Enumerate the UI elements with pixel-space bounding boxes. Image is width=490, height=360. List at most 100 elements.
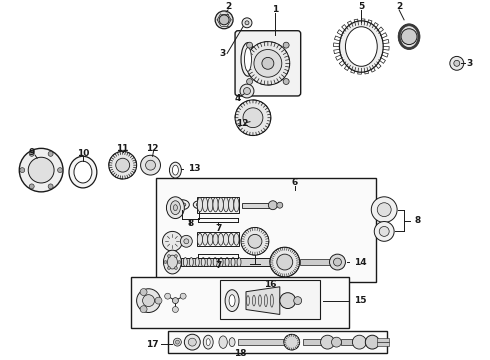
Circle shape [243, 108, 263, 127]
Circle shape [57, 168, 63, 172]
Circle shape [20, 168, 25, 172]
Ellipse shape [231, 258, 235, 266]
Ellipse shape [69, 156, 97, 188]
Circle shape [116, 158, 130, 172]
Ellipse shape [245, 48, 251, 71]
Circle shape [174, 255, 177, 257]
Ellipse shape [345, 27, 377, 66]
Text: 18: 18 [234, 348, 246, 357]
Text: 10: 10 [77, 149, 89, 158]
Text: 6: 6 [292, 179, 298, 188]
Circle shape [366, 335, 379, 349]
Circle shape [164, 261, 167, 264]
Text: 17: 17 [146, 339, 158, 348]
Circle shape [240, 84, 254, 98]
Circle shape [352, 335, 367, 349]
Ellipse shape [197, 233, 202, 245]
Ellipse shape [172, 165, 178, 175]
Circle shape [283, 42, 289, 48]
Bar [342, 339, 356, 345]
Text: 7: 7 [215, 224, 221, 233]
Ellipse shape [218, 198, 223, 212]
Ellipse shape [223, 198, 229, 212]
Circle shape [184, 334, 200, 350]
Text: 11: 11 [117, 144, 129, 153]
Circle shape [277, 202, 283, 208]
Circle shape [143, 295, 154, 307]
Circle shape [180, 235, 192, 247]
Ellipse shape [203, 335, 213, 349]
Polygon shape [246, 287, 280, 314]
Bar [169, 331, 387, 353]
Ellipse shape [225, 258, 229, 266]
Circle shape [334, 258, 342, 266]
Circle shape [173, 338, 181, 346]
Circle shape [140, 306, 147, 312]
Bar [238, 339, 288, 345]
Circle shape [215, 11, 233, 29]
Ellipse shape [208, 233, 213, 245]
Circle shape [109, 151, 137, 179]
Circle shape [146, 160, 155, 170]
Ellipse shape [197, 198, 202, 212]
Ellipse shape [246, 296, 249, 306]
Ellipse shape [202, 198, 208, 212]
Circle shape [242, 18, 252, 28]
Text: 4: 4 [235, 94, 241, 103]
Circle shape [48, 151, 53, 156]
Circle shape [19, 148, 63, 192]
Text: 5: 5 [358, 3, 365, 12]
Circle shape [280, 293, 295, 309]
Circle shape [283, 78, 289, 85]
Bar [197, 233, 239, 246]
Circle shape [140, 289, 147, 296]
Circle shape [454, 60, 460, 66]
Ellipse shape [213, 258, 217, 266]
Circle shape [277, 254, 293, 270]
Text: 13: 13 [188, 164, 201, 173]
Bar [181, 258, 276, 266]
Ellipse shape [196, 258, 199, 266]
Ellipse shape [218, 233, 223, 245]
Ellipse shape [223, 233, 229, 245]
Bar [155, 178, 376, 282]
Ellipse shape [164, 250, 181, 274]
Ellipse shape [183, 258, 187, 266]
Circle shape [168, 255, 171, 257]
Text: 9: 9 [28, 148, 34, 157]
Ellipse shape [225, 290, 239, 311]
Circle shape [377, 203, 391, 217]
Circle shape [141, 155, 161, 175]
Ellipse shape [340, 21, 383, 72]
Ellipse shape [189, 258, 193, 266]
Circle shape [248, 234, 262, 248]
Ellipse shape [399, 24, 419, 49]
Circle shape [401, 29, 417, 45]
Circle shape [178, 261, 181, 264]
Ellipse shape [229, 233, 234, 245]
Bar [377, 338, 389, 342]
Circle shape [137, 289, 161, 312]
Circle shape [262, 57, 274, 69]
Ellipse shape [265, 294, 268, 307]
Circle shape [332, 337, 342, 347]
Ellipse shape [400, 26, 418, 48]
Text: 7: 7 [215, 261, 221, 270]
Circle shape [188, 338, 196, 346]
Circle shape [241, 228, 269, 255]
Text: 8: 8 [187, 219, 194, 228]
Bar [220, 280, 319, 319]
Ellipse shape [241, 42, 255, 76]
Text: 15: 15 [354, 296, 367, 305]
Circle shape [371, 197, 397, 222]
Text: 2: 2 [225, 3, 231, 12]
Ellipse shape [171, 201, 180, 215]
Text: 1: 1 [271, 5, 278, 14]
Bar [242, 203, 270, 208]
Circle shape [29, 184, 34, 189]
Ellipse shape [201, 258, 205, 266]
Ellipse shape [196, 203, 202, 207]
Ellipse shape [237, 258, 241, 266]
Circle shape [175, 340, 179, 344]
Bar [197, 197, 239, 213]
